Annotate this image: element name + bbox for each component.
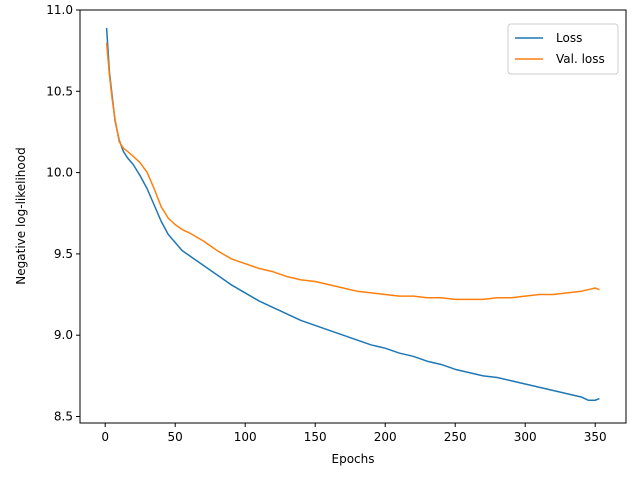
x-tick-label: 350 xyxy=(584,430,607,444)
y-tick-label: 8.5 xyxy=(54,409,73,423)
legend-label-loss: Loss xyxy=(556,31,582,45)
series-line-loss xyxy=(105,27,600,401)
legend-box xyxy=(507,23,619,75)
x-tick-label: 0 xyxy=(101,430,109,444)
x-tick-label: 250 xyxy=(444,430,467,444)
y-tick-label: 10.0 xyxy=(46,166,73,180)
y-axis-ticks: 8.5 9.0 9.5 10.0 10.5 11.0 xyxy=(46,3,80,423)
x-tick-label: 300 xyxy=(514,430,537,444)
x-tick-label: 100 xyxy=(234,430,257,444)
legend: Loss Val. loss xyxy=(507,23,619,75)
legend-label-val-loss: Val. loss xyxy=(556,52,605,66)
x-tick-label: 50 xyxy=(168,430,183,444)
y-tick-label: 9.0 xyxy=(54,328,73,342)
y-tick-label: 10.5 xyxy=(46,84,73,98)
plot-lines xyxy=(105,27,600,401)
y-tick-label: 9.5 xyxy=(54,247,73,261)
y-axis-label: Negative log-likelihood xyxy=(14,147,28,284)
x-axis-ticks: 0 50 100 150 200 250 300 350 xyxy=(101,423,607,444)
plot-frame xyxy=(79,9,627,424)
y-tick-label: 11.0 xyxy=(46,3,73,17)
x-tick-label: 150 xyxy=(304,430,327,444)
series-line-val-loss xyxy=(105,42,600,301)
x-tick-label: 200 xyxy=(374,430,397,444)
x-axis-label: Epochs xyxy=(332,452,375,466)
